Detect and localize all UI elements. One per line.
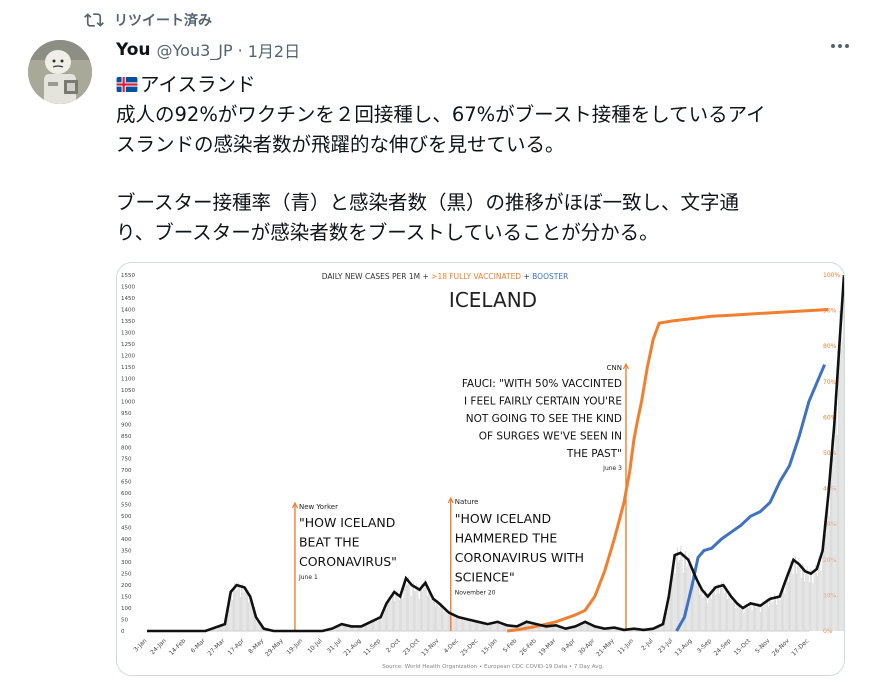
tweet-line-5: り、ブースターが感染者数をブーストしていることが分かる。 — [116, 221, 659, 244]
left-axis-tick: 500 — [121, 514, 132, 520]
right-axis-tick: 50% — [823, 450, 837, 457]
right-axis-tick: 0% — [823, 628, 833, 635]
left-axis-tick: 100 — [121, 606, 132, 612]
left-axis-tick: 350 — [121, 549, 132, 555]
separator-dot: · — [237, 40, 243, 60]
annotation-headline-line: SCIENCE" — [455, 570, 515, 585]
right-axis-tick: 10% — [823, 592, 837, 599]
left-axis-tick: 50 — [121, 618, 128, 624]
annotation-source: CNN — [607, 364, 622, 372]
annotation-headline-line: CORONAVIRUS WITH — [455, 550, 584, 565]
more-icon-dot — [838, 44, 842, 48]
left-axis-tick: 1350 — [121, 319, 135, 325]
annotation-headline-line: OF SURGES WE'VE SEEN IN — [479, 431, 622, 443]
retweet-indicator[interactable]: リツイート済み — [84, 10, 212, 30]
annotation-headline-line: NOT GOING TO SEE THE KIND — [466, 413, 622, 425]
series-cases-line — [147, 274, 844, 633]
left-axis-tick: 600 — [121, 491, 132, 497]
more-icon-dot — [845, 44, 849, 48]
right-axis-tick: 60% — [823, 414, 837, 421]
left-axis-tick: 650 — [121, 480, 132, 486]
chart-title: DAILY NEW CASES PER 1M + >18 FULLY VACCI… — [322, 272, 569, 281]
annotation-headline-line: I FEEL FAIRLY CERTAIN YOU'RE — [464, 396, 622, 408]
annotation-date: June 1 — [298, 574, 318, 581]
more-icon-dot — [831, 44, 835, 48]
chart: 0 50 100 150 200 250 300 350 400 450 500 550 600 650 7… — [117, 263, 844, 675]
more-button[interactable] — [831, 44, 849, 48]
avatar-image — [28, 40, 92, 104]
annotation-headline-line: THE PAST" — [566, 448, 622, 460]
series-vaccinated-line — [507, 308, 829, 633]
left-axis-tick: 1400 — [121, 307, 135, 313]
author-name[interactable]: You — [116, 40, 151, 60]
author-handle[interactable]: @You3_JP — [156, 40, 233, 60]
left-axis-tick: 200 — [121, 583, 132, 589]
left-axis-tick: 800 — [121, 445, 132, 451]
left-axis-tick: 0 — [121, 629, 125, 635]
left-axis-tick: 700 — [121, 468, 132, 474]
tweet-media[interactable]: 0 50 100 150 200 250 300 350 400 450 500 550 600 650 7… — [116, 262, 845, 676]
left-axis-tick: 1300 — [121, 330, 135, 336]
left-axis-tick: 750 — [121, 457, 132, 463]
left-axis-tick: 1200 — [121, 353, 135, 359]
tweet-line-4: ブースター接種率（青）と感染者数（黒）の推移がほぼ一致し、文字通 — [116, 191, 740, 214]
left-axis-tick: 1100 — [121, 376, 135, 382]
annotation-date: June 3 — [602, 465, 622, 472]
left-axis-tick: 300 — [121, 560, 132, 566]
tweet-date[interactable]: 1月2日 — [247, 42, 301, 61]
retweet-label: リツイート済み — [114, 13, 212, 29]
annotation-headline-line: BEAT THE — [299, 535, 360, 550]
chart-source: Source: World Health Organization • Euro… — [382, 664, 604, 670]
avatar[interactable] — [28, 40, 92, 104]
tweet-line-2: 成人の92%がワクチンを２回接種し、67%がブースト接種をしているアイ — [116, 103, 766, 126]
left-axis-tick: 1500 — [121, 284, 135, 290]
annotation-arrow-icon — [447, 496, 454, 504]
annotation-headline-line: HAMMERED THE — [455, 531, 558, 546]
annotation-arrow-icon — [291, 501, 299, 509]
left-axis-tick: 1150 — [121, 365, 135, 371]
left-axis-tick: 150 — [121, 595, 132, 601]
left-axis-tick: 250 — [121, 572, 132, 578]
chart-heading: ICELAND — [449, 288, 537, 312]
right-axis-tick: 20% — [823, 557, 837, 564]
annotation-arrow-icon — [622, 362, 630, 370]
tweet-line-1: アイスランド — [140, 73, 256, 96]
annotation-source: New Yorker — [299, 503, 338, 511]
left-axis-tick: 550 — [121, 503, 132, 509]
left-axis-tick: 950 — [121, 411, 132, 417]
right-axis-tick: 90% — [823, 308, 837, 315]
left-axis-tick: 1050 — [121, 388, 135, 394]
left-axis-tick: 450 — [121, 526, 132, 532]
annotation-headline-line: CORONAVIRUS" — [299, 554, 397, 569]
annotation-headline-line: FAUCI: "WITH 50% VACCINTED — [462, 378, 622, 390]
tweet-line: アイスランド — [116, 70, 846, 100]
right-axis-tick: 70% — [823, 379, 837, 386]
tweet-header: You @You3_JP · 1月2日 — [116, 38, 300, 62]
annotation-date: November 20 — [455, 590, 496, 597]
left-axis-tick: 1550 — [121, 273, 135, 279]
right-axis-tick: 100% — [823, 272, 840, 279]
annotation-source: Nature — [455, 498, 479, 506]
left-axis-tick: 900 — [121, 422, 132, 428]
series-booster-line — [675, 364, 826, 632]
right-axis-tick: 80% — [823, 343, 837, 350]
iceland-flag-icon — [116, 77, 138, 92]
annotation-headline-line: "HOW ICELAND — [455, 511, 551, 526]
right-axis-tick: 30% — [823, 521, 837, 528]
left-axis-tick: 1450 — [121, 296, 135, 302]
annotation-headline-line: "HOW ICELAND — [299, 515, 395, 530]
tweet-line-3: スランドの感染者数が飛躍的な伸びを見せている。 — [116, 133, 565, 156]
left-axis-tick: 1250 — [121, 342, 135, 348]
tweet-text: アイスランド 成人の92%がワクチンを２回接種し、67%がブースト接種をしている… — [116, 70, 846, 248]
left-axis-tick: 1000 — [121, 399, 135, 405]
retweet-icon — [84, 13, 104, 27]
left-axis-tick: 850 — [121, 434, 132, 440]
left-axis-tick: 400 — [121, 537, 132, 543]
